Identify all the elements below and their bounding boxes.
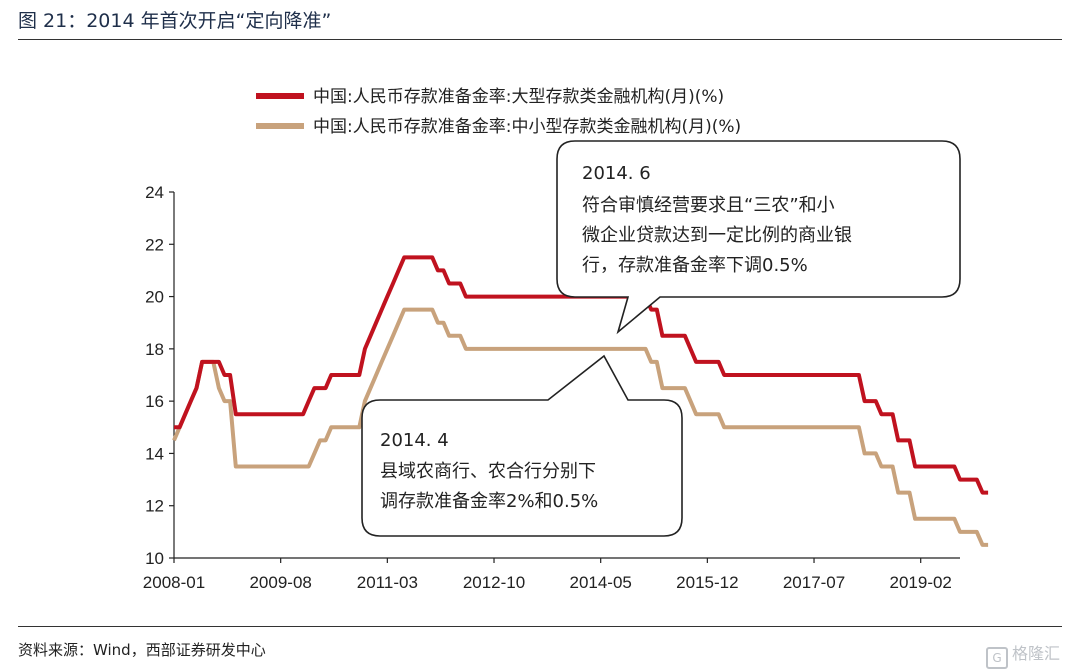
callout-2014-4-bubble: [361, 354, 683, 537]
title-rule: [18, 39, 1062, 40]
y-tick-label: 22: [145, 235, 164, 254]
watermark: G 格隆汇: [985, 640, 1060, 669]
g-logo-icon: G: [985, 647, 1008, 669]
x-tick-label: 2017-07: [783, 573, 845, 592]
series-line-large-institutions: [174, 255, 989, 495]
x-tick-label: 2014-05: [569, 573, 631, 592]
series-lines: [172, 255, 989, 547]
callout-2014-6: 2014. 6 符合审慎经营要求且“三农”和小 微企业贷款达到一定比例的商业银 …: [556, 140, 961, 335]
y-tick-label: 16: [145, 392, 164, 411]
y-tick-label: 12: [145, 497, 164, 516]
y-tick-label: 20: [145, 288, 164, 307]
callout-2014-6-line-2: 微企业贷款达到一定比例的商业银: [582, 225, 852, 246]
legend-label-small: 中国:人民币存款准备金率:中小型存款类金融机构(月)(%): [313, 117, 741, 137]
source-note: 资料来源：Wind，西部证券研发中心: [18, 641, 266, 659]
legend-label-large: 中国:人民币存款准备金率:大型存款类金融机构(月)(%): [313, 87, 724, 107]
x-tick-label: 2008-01: [143, 573, 205, 592]
y-tick-label: 18: [145, 340, 164, 359]
y-tick-label: 10: [145, 549, 164, 568]
x-tick-label: 2011-03: [357, 573, 418, 592]
legend: 中国:人民币存款准备金率:大型存款类金融机构(月)(%) 中国:人民币存款准备金…: [256, 87, 741, 137]
footer-rule: [18, 626, 1062, 627]
axes: [173, 192, 960, 559]
y-tick-label: 14: [145, 444, 164, 463]
x-tick-label: 2015-12: [676, 573, 738, 592]
callout-2014-4-line-1: 县域农商行、农合行分别下: [380, 461, 596, 482]
watermark-text: 格隆汇: [1011, 644, 1060, 663]
y-axis-ticks: 10 12 14 16 18 20 22 24: [145, 183, 174, 568]
y-tick-label: 24: [145, 183, 164, 202]
figure-title: 图 21：2014 年首次开启“定向降准”: [18, 10, 332, 32]
series-line-small-medium-institutions: [172, 307, 989, 547]
callout-2014-4: 2014. 4 县域农商行、农合行分别下 调存款准备金率2%和0.5%: [361, 354, 683, 537]
callout-2014-6-bubble: [556, 140, 961, 335]
x-tick-label: 2009-08: [249, 573, 311, 592]
callout-2014-6-title: 2014. 6: [582, 163, 651, 184]
callout-2014-4-line-2: 调存款准备金率2%和0.5%: [380, 491, 598, 512]
x-axis-ticks: 2008-01 2009-08 2011-03 2012-10 2014-05 2015-…: [143, 558, 952, 592]
callout-2014-6-line-3: 行，存款准备金率下调0.5%: [582, 255, 808, 276]
x-tick-label: 2012-10: [463, 573, 525, 592]
callout-2014-4-title: 2014. 4: [380, 430, 449, 451]
callout-2014-6-line-1: 符合审慎经营要求且“三农”和小: [582, 195, 835, 216]
x-tick-label: 2019-02: [890, 573, 952, 592]
